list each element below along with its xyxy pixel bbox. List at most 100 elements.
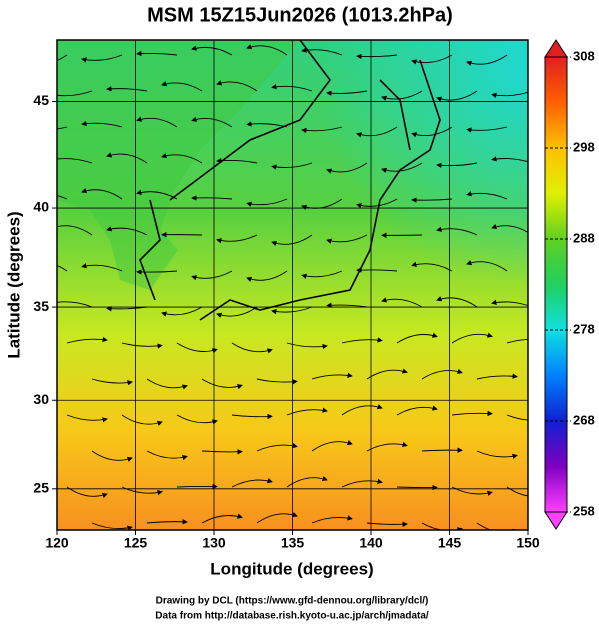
streamline	[81, 263, 123, 272]
streamline	[57, 301, 93, 308]
streamline	[356, 198, 398, 209]
streamline	[176, 483, 218, 490]
colorbar-tick-label: 298	[573, 139, 595, 154]
streamline	[81, 54, 123, 63]
colorbar	[544, 56, 568, 513]
x-tick-label: 145	[438, 535, 462, 551]
streamline	[491, 91, 528, 98]
streamline	[411, 126, 453, 138]
streamline	[476, 450, 518, 460]
streamline	[136, 269, 178, 275]
y-tick-label: 25	[33, 480, 49, 496]
x-tick-label: 150	[516, 535, 540, 551]
streamline	[191, 116, 233, 128]
streamline	[381, 90, 423, 101]
colorbar-tick-label: 308	[573, 48, 595, 63]
streamline	[436, 226, 478, 236]
streamline	[161, 81, 203, 92]
streamline	[216, 80, 258, 92]
streamline	[146, 378, 188, 390]
land-area	[57, 40, 300, 290]
streamline	[161, 306, 203, 317]
streamline	[366, 368, 408, 380]
streamline	[57, 223, 93, 236]
streamline	[256, 378, 298, 385]
x-axis-label: Longitude (degrees)	[210, 559, 373, 578]
streamline	[341, 337, 383, 344]
streamline	[91, 450, 133, 462]
streamline	[57, 54, 68, 62]
streamline	[57, 195, 68, 200]
streamline	[246, 121, 288, 128]
streamline	[191, 195, 233, 201]
streamline	[466, 54, 508, 66]
streamline	[216, 157, 258, 164]
streamline	[81, 120, 123, 128]
streamline	[81, 188, 123, 200]
streamline	[91, 522, 133, 530]
colorbar-tick-label: 278	[573, 321, 595, 336]
streamline	[246, 270, 288, 282]
streamline	[451, 410, 493, 417]
streamline	[366, 441, 408, 452]
streamline	[311, 515, 353, 524]
streamline	[396, 484, 438, 491]
streamline	[271, 84, 313, 92]
x-tick-label: 135	[281, 535, 305, 551]
streamline	[301, 126, 343, 134]
streamlines	[57, 44, 572, 530]
colorbar-extend	[544, 511, 568, 530]
streamline	[396, 332, 438, 344]
streamline	[466, 260, 508, 272]
streamline	[91, 378, 133, 386]
credit: Drawing by DCL (https://www.gfd-dennou.o…	[156, 596, 429, 607]
streamline	[491, 223, 528, 233]
streamline	[381, 162, 423, 174]
streamline	[491, 156, 528, 163]
streamline	[121, 342, 163, 349]
y-axis-label: Latitude (degrees)	[4, 211, 23, 358]
streamline	[311, 440, 353, 452]
streamline	[216, 234, 258, 244]
streamline	[146, 450, 188, 461]
streamline	[476, 522, 518, 530]
streamline	[341, 404, 383, 416]
streamline	[106, 226, 148, 236]
streamline	[201, 513, 243, 524]
streamline	[286, 342, 328, 350]
credit: Data from http://database.rish.kyoto-u.a…	[155, 611, 429, 622]
streamline	[136, 116, 178, 128]
streamline	[301, 47, 343, 56]
colorbar-extend	[544, 39, 568, 58]
streamline	[411, 54, 453, 65]
streamline	[57, 264, 68, 272]
streamline	[532, 523, 572, 529]
streamline	[366, 521, 408, 527]
y-tick-label: 40	[33, 199, 49, 215]
streamline	[311, 372, 353, 380]
streamline	[491, 299, 528, 307]
streamline	[136, 50, 178, 57]
streamline	[271, 162, 313, 170]
streamline	[286, 407, 328, 416]
streamline	[231, 478, 273, 488]
title: MSM 15Z15Jun2026 (1013.2hPa)	[147, 4, 453, 26]
streamline	[476, 373, 518, 380]
streamline	[121, 414, 163, 426]
streamline	[286, 475, 328, 488]
x-tick-label: 130	[202, 535, 226, 551]
streamline	[57, 90, 93, 97]
streamline	[326, 90, 368, 96]
streamline	[381, 297, 423, 308]
colorbar-tick-label: 258	[573, 503, 595, 518]
streamline	[271, 306, 313, 315]
streamline	[436, 90, 478, 102]
streamline	[106, 86, 148, 92]
colorbar-tick-label: 268	[573, 412, 595, 427]
streamline	[326, 302, 368, 308]
streamline	[356, 126, 398, 138]
streamline	[506, 338, 528, 344]
streamline	[256, 512, 298, 524]
streamline	[136, 189, 178, 200]
